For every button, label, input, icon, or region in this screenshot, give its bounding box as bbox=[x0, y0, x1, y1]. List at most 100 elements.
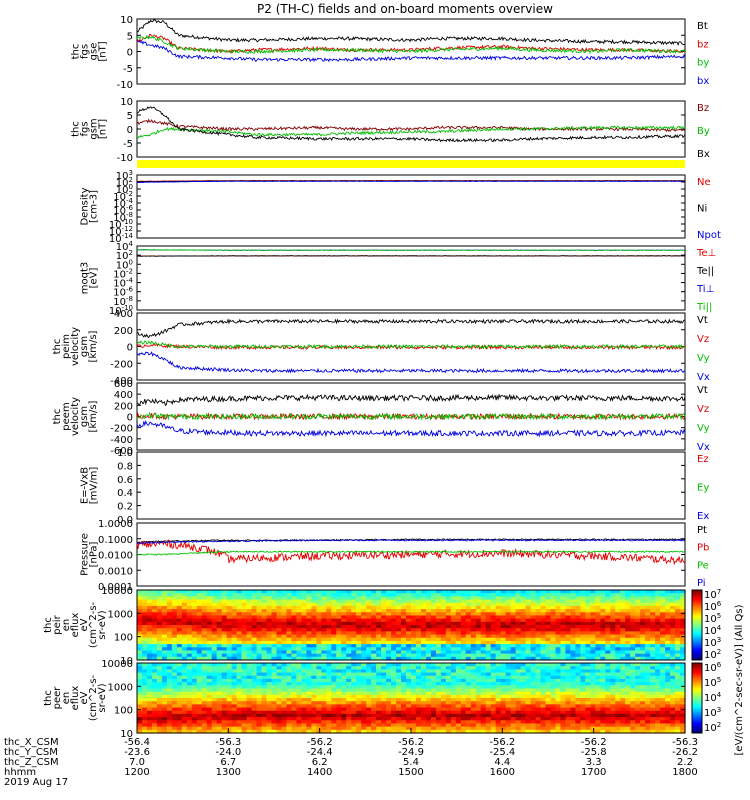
spectrogram-cell bbox=[366, 698, 372, 702]
spectrogram-cell bbox=[231, 704, 238, 709]
spectrogram-cell bbox=[565, 685, 572, 690]
spectrogram-cell bbox=[206, 647, 213, 652]
y-axis-label: eflux bbox=[70, 613, 81, 638]
spectrogram-cell bbox=[141, 726, 148, 731]
spectrogram-cell bbox=[675, 625, 681, 629]
spectrogram-cell bbox=[321, 628, 327, 632]
spectrogram-cell bbox=[316, 602, 322, 607]
y-tick-label: 10-6 bbox=[113, 204, 133, 217]
spectrogram-cell bbox=[495, 672, 502, 677]
spectrogram-cell bbox=[241, 694, 248, 699]
spectrogram-cell bbox=[261, 637, 268, 642]
spectrogram-cell bbox=[510, 599, 517, 604]
spectrogram-cell bbox=[266, 672, 273, 677]
spectrogram-cell bbox=[406, 678, 412, 683]
spectrogram-cell bbox=[420, 720, 427, 725]
spectrogram-cell bbox=[296, 637, 302, 642]
spectrogram-cell bbox=[231, 682, 238, 686]
spectrogram-cell bbox=[635, 609, 641, 613]
spectrogram-cell bbox=[286, 682, 293, 686]
series-Vt bbox=[136, 318, 686, 339]
spectrogram-cell bbox=[555, 704, 562, 709]
spectrogram-cell bbox=[396, 590, 402, 594]
spectrogram-cell bbox=[595, 688, 601, 693]
spectrogram-cell bbox=[535, 666, 542, 670]
spectrogram-cell bbox=[251, 596, 258, 601]
spectrogram-cell bbox=[276, 726, 283, 731]
spectrogram-cell bbox=[286, 634, 293, 639]
spectrogram-cell bbox=[590, 618, 596, 623]
spectrogram-cell bbox=[156, 650, 163, 655]
spectrogram-cell bbox=[530, 698, 537, 702]
spectrogram-cell bbox=[286, 723, 293, 728]
spectrogram-cell bbox=[296, 599, 302, 604]
spectrogram-cell bbox=[665, 609, 671, 613]
spectrogram-cell bbox=[406, 707, 412, 712]
spectrogram-cell bbox=[221, 669, 228, 674]
spectrogram-cell bbox=[261, 717, 268, 721]
spectrogram-cell bbox=[435, 602, 442, 607]
spectrogram-cell bbox=[391, 669, 397, 674]
spectrogram-cell bbox=[366, 631, 372, 636]
spectrogram-cell bbox=[191, 663, 198, 667]
spectrogram-cell bbox=[226, 590, 233, 594]
spectrogram-cell bbox=[241, 723, 248, 728]
spectrogram-cell bbox=[425, 605, 432, 610]
spectrogram-cell bbox=[381, 720, 387, 725]
spectrogram-cell bbox=[236, 694, 243, 699]
spectrogram-cell bbox=[555, 640, 562, 645]
spectrogram-cell bbox=[241, 691, 248, 696]
spectrogram-cell bbox=[256, 631, 263, 636]
spectrogram-cell bbox=[276, 682, 283, 686]
spectrogram-cell bbox=[540, 698, 547, 702]
spectrogram-cell bbox=[361, 729, 367, 734]
spectrogram-cell bbox=[411, 698, 417, 702]
spectrogram-cell bbox=[261, 596, 268, 601]
spectrogram-cell bbox=[311, 698, 317, 702]
spectrogram-cell bbox=[276, 644, 283, 648]
spectrogram-cell bbox=[241, 590, 248, 594]
y-axis-label: gsm bbox=[79, 336, 90, 357]
spectrogram-cell bbox=[620, 634, 626, 639]
spectrogram-cell bbox=[505, 685, 512, 690]
spectrogram-cell bbox=[595, 634, 601, 639]
spectrogram-cell bbox=[401, 704, 407, 709]
spectrogram-cell bbox=[485, 605, 492, 610]
spectrogram-cell bbox=[520, 720, 527, 725]
spectrogram-cell bbox=[490, 685, 497, 690]
spectrogram-cell bbox=[241, 612, 248, 617]
spectrogram-cell bbox=[550, 694, 557, 699]
spectrogram-cell bbox=[600, 590, 606, 594]
spectrogram-cell bbox=[460, 672, 467, 677]
spectrogram-cell bbox=[495, 682, 502, 686]
series-group-temperature bbox=[136, 249, 686, 257]
spectrogram-cell bbox=[590, 726, 596, 731]
spectrogram-cell bbox=[276, 596, 283, 601]
spectrogram-cell bbox=[460, 663, 467, 667]
spectrogram-cell bbox=[440, 729, 447, 734]
spectrogram-cell bbox=[391, 602, 397, 607]
spectrogram-cell bbox=[196, 704, 203, 709]
spectrogram-cell bbox=[146, 672, 153, 677]
spectrogram-cell bbox=[261, 590, 268, 594]
spectrogram-cell bbox=[485, 713, 492, 718]
spectrogram-cell bbox=[201, 685, 208, 690]
spectrogram-cell bbox=[351, 717, 357, 721]
spectrogram-cell bbox=[386, 596, 392, 601]
spectrogram-cell bbox=[341, 685, 347, 690]
spectrogram-cell bbox=[346, 590, 352, 594]
spectrogram-cell bbox=[306, 698, 312, 702]
spectrogram-cell bbox=[216, 729, 223, 734]
spectrogram-cell bbox=[331, 682, 337, 686]
spectrogram-cell bbox=[181, 650, 188, 655]
spectrogram-cell bbox=[411, 688, 417, 693]
spectrogram-cell bbox=[490, 678, 497, 683]
spectrogram-cell bbox=[161, 704, 168, 709]
spectrogram-cell bbox=[171, 701, 178, 705]
spectrogram-cell bbox=[500, 605, 507, 610]
spectrogram-cell bbox=[276, 685, 283, 690]
y-tick-label: 10-2 bbox=[113, 267, 133, 280]
spectrogram-cell bbox=[425, 710, 432, 715]
spectrogram-cell bbox=[545, 672, 552, 677]
spectrogram-cell bbox=[406, 726, 412, 731]
